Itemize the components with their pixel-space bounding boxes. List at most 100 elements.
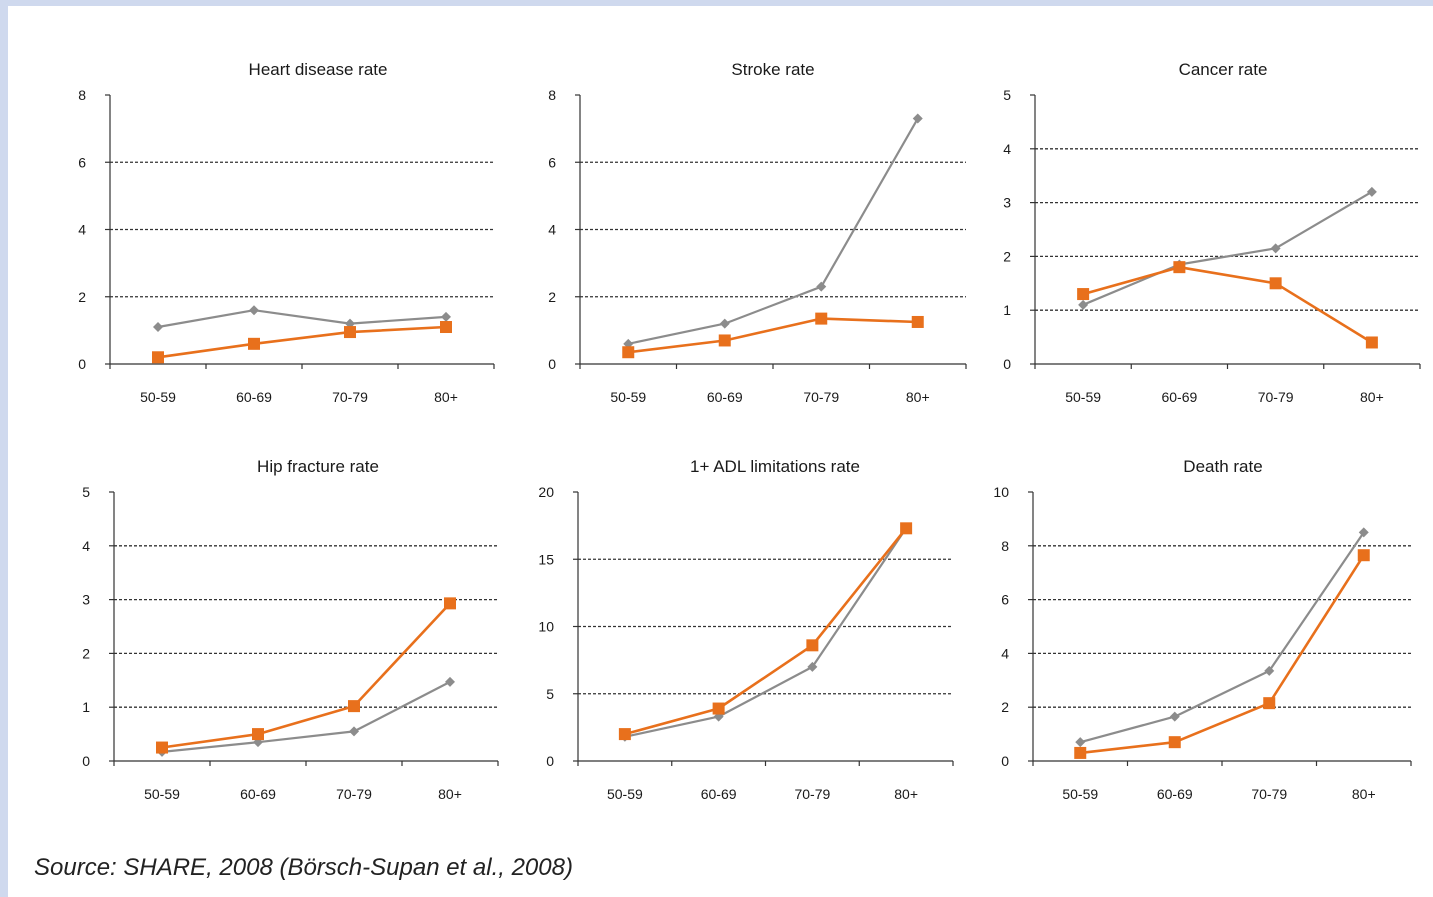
x-tick-label: 50-59 <box>1062 786 1098 802</box>
chart-title: Cancer rate <box>1179 60 1268 79</box>
chart-title: Heart disease rate <box>249 60 388 79</box>
data-point <box>252 728 264 741</box>
x-tick-label: 70-79 <box>336 786 372 802</box>
data-point <box>348 700 360 713</box>
chart-panel: Heart disease rate 0 2 4 6 8 50-59 60-69 70-79 80… <box>78 60 495 405</box>
data-point <box>441 311 451 322</box>
chart-title: Death rate <box>1183 457 1262 476</box>
data-point <box>622 346 635 359</box>
y-tick-label: 0 <box>548 356 556 372</box>
x-tick-label: 70-79 <box>803 389 839 405</box>
data-point <box>900 522 913 535</box>
y-tick-label: 8 <box>78 87 86 103</box>
y-tick-label: 0 <box>82 753 90 769</box>
data-point <box>1264 665 1275 676</box>
data-point <box>1173 261 1186 274</box>
y-tick-label: 4 <box>82 538 90 554</box>
series-line <box>161 602 451 749</box>
x-tick-label: 50-59 <box>610 389 646 405</box>
chart-panel: Death rate 0 2 4 6 8 10 50-59 60-69 70-79 80+ <box>993 457 1412 802</box>
data-point <box>1357 549 1370 562</box>
data-point <box>719 318 730 329</box>
x-tick-label: 80+ <box>438 786 462 802</box>
y-tick-label: 2 <box>78 289 86 305</box>
y-tick-label: 10 <box>538 619 554 635</box>
chart-panel: Stroke rate 0 2 4 6 8 50-59 60-69 70-79 80+ <box>548 60 967 405</box>
y-tick-label: 2 <box>82 645 90 661</box>
y-tick-label: 10 <box>993 484 1009 500</box>
x-tick-label: 60-69 <box>1161 389 1197 405</box>
data-point <box>618 728 631 741</box>
data-point <box>807 661 818 672</box>
y-tick-label: 3 <box>1003 195 1011 211</box>
data-point <box>1270 243 1281 254</box>
y-tick-label: 6 <box>548 154 556 170</box>
figure-page: Heart disease rate 0 2 4 6 8 50-59 60-69 70-79 80… <box>8 6 1433 897</box>
data-point <box>1074 746 1087 759</box>
y-tick-label: 2 <box>1003 248 1011 264</box>
y-tick-label: 0 <box>1001 753 1009 769</box>
x-tick-label: 70-79 <box>1251 786 1287 802</box>
data-point <box>249 305 259 316</box>
data-point <box>1077 288 1090 301</box>
chart-panel: 1+ ADL limitations rate 0 5 10 15 20 50-59 60-6… <box>538 457 954 802</box>
y-tick-label: 2 <box>548 289 556 305</box>
series-line <box>157 309 447 329</box>
y-tick-label: 20 <box>538 484 554 500</box>
y-tick-label: 0 <box>78 356 86 372</box>
series-line <box>157 325 447 359</box>
data-point <box>1365 336 1378 349</box>
x-tick-label: 80+ <box>906 389 930 405</box>
data-point <box>1078 299 1089 310</box>
data-point <box>816 281 827 292</box>
x-tick-label: 60-69 <box>240 786 276 802</box>
series-line <box>628 117 919 345</box>
data-point <box>1269 277 1282 290</box>
chart-title: 1+ ADL limitations rate <box>690 457 860 476</box>
y-tick-label: 1 <box>82 699 90 715</box>
chart-title: Stroke rate <box>731 60 814 79</box>
series-line <box>161 680 451 753</box>
x-tick-label: 60-69 <box>707 389 743 405</box>
x-tick-label: 50-59 <box>1065 389 1101 405</box>
data-point <box>248 337 260 350</box>
data-point <box>445 676 455 687</box>
y-tick-label: 0 <box>1003 356 1011 372</box>
x-tick-label: 80+ <box>894 786 918 802</box>
y-tick-label: 5 <box>1003 87 1011 103</box>
x-tick-label: 50-59 <box>607 786 643 802</box>
data-point <box>153 322 163 333</box>
y-tick-label: 4 <box>548 222 556 238</box>
data-point <box>815 312 828 325</box>
data-point <box>1169 711 1180 722</box>
chart-panel: Cancer rate 0 1 2 3 4 5 50-59 60-69 70-79 80+ <box>1003 60 1421 405</box>
x-tick-label: 60-69 <box>1157 786 1193 802</box>
data-point <box>718 334 731 347</box>
y-tick-label: 6 <box>1001 592 1009 608</box>
series-line <box>1082 265 1373 344</box>
series-line <box>624 527 908 736</box>
data-point <box>1366 186 1377 197</box>
y-tick-label: 4 <box>1001 645 1009 661</box>
y-tick-label: 0 <box>546 753 554 769</box>
series-line <box>628 317 918 354</box>
data-point <box>1168 736 1181 749</box>
x-tick-label: 50-59 <box>144 786 180 802</box>
x-tick-label: 60-69 <box>701 786 737 802</box>
data-point <box>344 326 356 339</box>
data-point <box>912 113 923 124</box>
y-tick-label: 15 <box>538 551 554 567</box>
y-tick-label: 3 <box>82 592 90 608</box>
data-point <box>806 639 819 652</box>
y-tick-label: 4 <box>1003 141 1011 157</box>
series-line <box>1080 531 1365 744</box>
series-line <box>1080 554 1365 755</box>
data-point <box>911 315 924 328</box>
data-point <box>1075 737 1086 748</box>
data-point <box>440 321 452 334</box>
y-tick-label: 1 <box>1003 302 1011 318</box>
x-tick-label: 80+ <box>434 389 458 405</box>
data-point <box>1263 697 1276 710</box>
y-tick-label: 4 <box>78 222 86 238</box>
series-line <box>624 527 908 738</box>
